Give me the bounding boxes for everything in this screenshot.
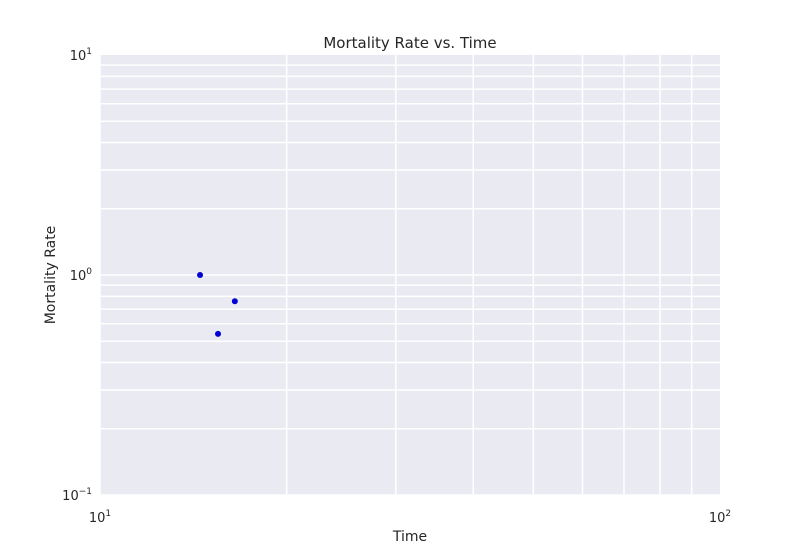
x-tick-label-base: 101 [89, 509, 111, 526]
y-tick-label: 101 [70, 47, 92, 64]
y-tick-label-exponent: −1 [79, 487, 92, 497]
y-axis-label: Mortality Rate [43, 226, 59, 325]
x-tick-label-exponent: 2 [725, 509, 731, 519]
y-tick-label-base: 10−1 [62, 487, 92, 504]
y-tick-label: 10−1 [62, 487, 92, 504]
y-tick-label-base: 100 [70, 267, 93, 284]
x-axis-label: Time [392, 529, 427, 545]
y-tick-label-exponent: 0 [86, 267, 92, 277]
data-point [215, 330, 222, 337]
y-tick-label: 100 [70, 267, 93, 284]
y-tick-label-base: 101 [70, 47, 92, 64]
chart-title: Mortality Rate vs. Time [323, 34, 496, 52]
x-tick-label-base: 102 [709, 509, 731, 526]
x-tick-label: 101 [89, 509, 111, 526]
data-points [197, 272, 238, 337]
y-tick-label-exponent: 1 [86, 47, 92, 57]
grid-lines [99, 55, 720, 496]
data-point [231, 298, 238, 305]
data-point [197, 272, 204, 278]
x-tick-label: 102 [709, 509, 731, 526]
x-tick-label-exponent: 1 [105, 509, 111, 519]
